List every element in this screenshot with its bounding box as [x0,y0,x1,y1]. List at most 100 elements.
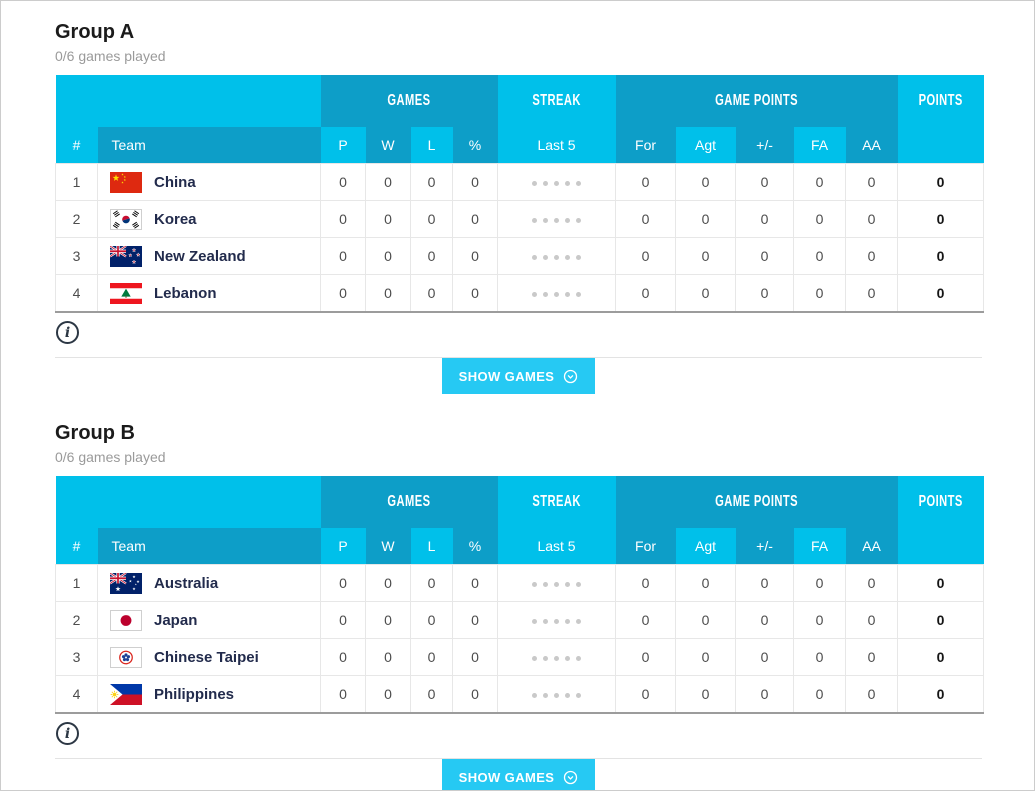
col-header-for: For [615,528,676,565]
cell-aa: 0 [845,638,899,676]
chevron-down-circle-icon [564,770,578,784]
col-header-pct: % [452,528,498,565]
cell-pm: 0 [735,601,795,639]
cell-w: 0 [365,564,411,602]
group-header-game-points: GAME POINTS [615,75,898,127]
streak-dot [543,655,549,661]
cell-agt: 0 [675,200,737,238]
table-row: 1 Australia 0 0 0 0 0 0 0 0 0 0 [55,564,985,602]
team-name: Japan [154,611,198,629]
cell-l: 0 [410,601,453,639]
team-wrap: Korea [98,208,320,230]
cell-for: 0 [615,274,677,313]
table-row: 4 Philippines 0 0 0 0 0 0 0 0 0 0 [55,675,985,714]
team-name: Australia [154,574,219,592]
cell-aa: 0 [845,675,899,714]
col-header-l: L [410,528,453,565]
col-header-pm: +/- [735,528,794,565]
streak-dot [543,254,549,260]
cell-p: 0 [320,163,366,201]
cell-points: 0 [897,163,985,201]
show-games-button[interactable]: SHOW GAMES [441,759,596,790]
cell-pos: 4 [55,675,98,714]
group-title: Group A [55,21,135,43]
cell-pm: 0 [735,274,795,313]
cell-p: 0 [320,274,366,313]
streak-dot [576,217,582,223]
table-body: 1 China 0 0 0 0 0 0 0 0 0 0 2 Korea 0 0 0 0 0 0 0 0 0 0 3 New Zea… [55,163,985,313]
group-header-label: GAME POINTS [715,92,798,109]
group-header-label: STREAK [532,92,581,109]
group-header-label: GAME POINTS [715,493,798,510]
streak-dot [565,692,571,698]
streak-dot [554,655,560,661]
flag-philippines-icon [110,683,142,705]
group-header-label: GAMES [387,92,431,109]
table-head: GAMES STREAK GAME POINTS POINTS # Team P W L% Las… [55,476,984,565]
group-header-game-points: GAME POINTS [615,476,898,528]
cell-agt: 0 [675,163,737,201]
cell-streak [497,601,617,639]
streak-dot [554,692,560,698]
cell-pos: 2 [55,601,98,639]
group-header-blank [55,75,321,127]
table-row: 3 Chinese Taipei 0 0 0 0 0 0 0 0 0 0 [55,638,985,676]
streak-dot [543,291,549,297]
info-icon[interactable]: i [56,321,79,344]
cell-team: Chinese Taipei [97,638,321,676]
group-title: Group B [55,422,135,444]
cell-team: China [97,163,321,201]
streak-dot [565,291,571,297]
col-header-team: Team [97,127,321,164]
streak-dot [554,618,560,624]
cell-pm: 0 [735,163,795,201]
cell-for: 0 [615,564,677,602]
group-header-games: GAMES [320,75,498,127]
cell-for: 0 [615,638,677,676]
streak-dot [576,618,582,624]
col-header-aa: AA [845,127,898,164]
cell-w: 0 [365,601,411,639]
cell-aa: 0 [845,274,899,313]
cell-for: 0 [615,675,677,714]
streak-dot [543,217,549,223]
cell-pos: 3 [55,638,98,676]
streak-dot [576,655,582,661]
group-header-streak: STREAK [497,75,616,127]
cell-agt: 0 [675,564,737,602]
team-name: Lebanon [154,284,217,302]
cell-team: Japan [97,601,321,639]
cell-for: 0 [615,200,677,238]
group-b-section: Group B 0/6 games played GAMES STREAK GAME… [55,421,985,790]
cell-l: 0 [410,675,453,714]
cell-agt: 0 [675,237,737,275]
cell-pct: 0 [451,638,499,676]
team-wrap: Philippines [98,683,320,705]
cell-aa: 0 [845,200,899,238]
cell-w: 0 [365,200,411,238]
streak-dot [576,180,582,186]
cell-team: Philippines [97,675,321,714]
info-icon[interactable]: i [56,722,79,745]
cell-w: 0 [365,237,411,275]
group-header-blank [55,476,321,528]
show-games-button[interactable]: SHOW GAMES [441,358,596,394]
show-games-label: SHOW GAMES [458,368,555,384]
cell-pct: 0 [451,163,499,201]
cell-pct: 0 [451,601,499,639]
streak-dot [532,581,538,587]
flag-chinese-taipei-icon [110,646,142,668]
streak-dot [565,254,571,260]
cell-points: 0 [897,638,985,676]
info-icon-glyph: i [64,725,71,742]
streak-dot [554,217,560,223]
group-header-games: GAMES [320,476,498,528]
cell-pos: 2 [55,200,98,238]
group-header-label: GAMES [387,493,431,510]
cell-aa: 0 [845,601,899,639]
flag-australia-icon [110,572,142,594]
cell-p: 0 [320,601,366,639]
streak-dot [532,655,538,661]
info-row: i [56,722,982,746]
